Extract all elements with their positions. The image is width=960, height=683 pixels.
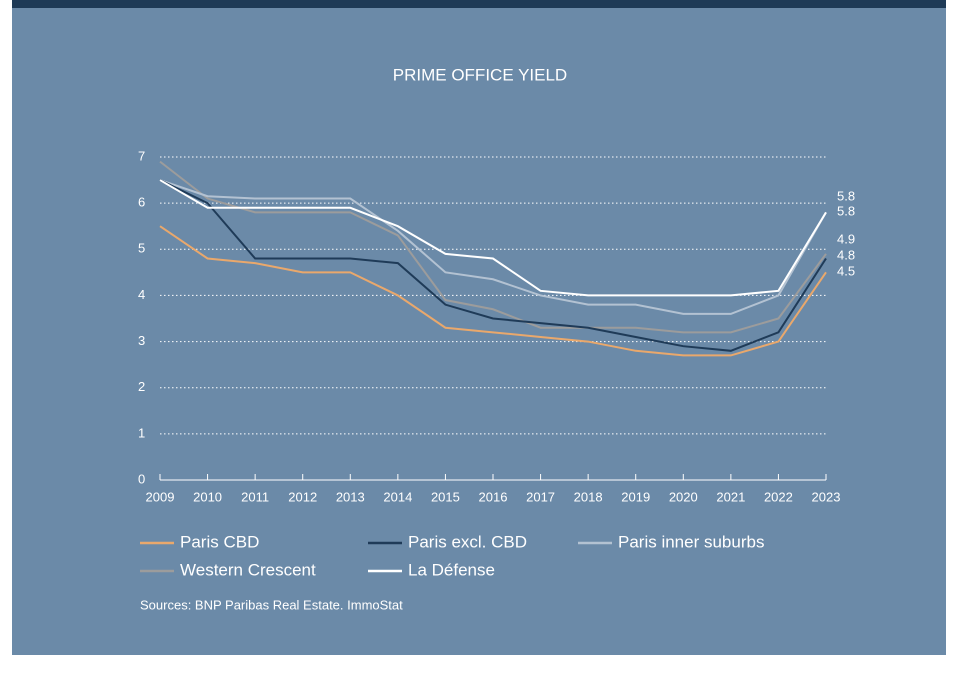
x-tick-label: 2010 <box>193 489 222 504</box>
end-label: 5.8 <box>837 188 855 203</box>
legend-label: La Défense <box>408 560 495 579</box>
legend-label: Western Crescent <box>180 560 316 579</box>
legend-label: Paris CBD <box>180 532 259 551</box>
x-tick-label: 2017 <box>526 489 555 504</box>
series-line <box>159 160 827 334</box>
y-tick-label: 1 <box>138 425 145 440</box>
x-tick-label: 2021 <box>716 489 745 504</box>
x-tick-label: 2016 <box>479 489 508 504</box>
chart-title: PRIME OFFICE YIELD <box>393 65 567 84</box>
y-tick-label: 0 <box>138 471 145 486</box>
series-line <box>159 179 827 315</box>
series-line <box>159 225 827 357</box>
y-tick-label: 2 <box>138 379 145 394</box>
y-tick-label: 5 <box>138 241 145 256</box>
x-tick-label: 2014 <box>383 489 412 504</box>
x-tick-label: 2012 <box>288 489 317 504</box>
y-tick-label: 3 <box>138 333 145 348</box>
top-bar <box>12 0 946 8</box>
end-label: 4.8 <box>837 247 855 262</box>
end-label: 4.5 <box>837 263 855 278</box>
x-tick-label: 2009 <box>146 489 175 504</box>
x-tick-label: 2015 <box>431 489 460 504</box>
panel <box>12 0 946 655</box>
series-line <box>159 179 827 297</box>
end-label: 5.8 <box>837 203 855 218</box>
end-label: 4.9 <box>837 231 855 246</box>
x-tick-label: 2020 <box>669 489 698 504</box>
x-tick-label: 2022 <box>764 489 793 504</box>
x-tick-label: 2023 <box>812 489 841 504</box>
y-tick-label: 6 <box>138 195 145 210</box>
source: Sources: BNP Paribas Real Estate. ImmoSt… <box>140 597 403 612</box>
x-tick-label: 2018 <box>574 489 603 504</box>
legend-label: Paris excl. CBD <box>408 532 527 551</box>
y-tick-label: 4 <box>138 287 145 302</box>
legend-label: Paris inner suburbs <box>618 532 764 551</box>
y-tick-label: 7 <box>138 148 145 163</box>
x-tick-label: 2013 <box>336 489 365 504</box>
x-tick-label: 2011 <box>241 489 269 504</box>
x-tick-label: 2019 <box>621 489 650 504</box>
series-line <box>159 179 827 352</box>
